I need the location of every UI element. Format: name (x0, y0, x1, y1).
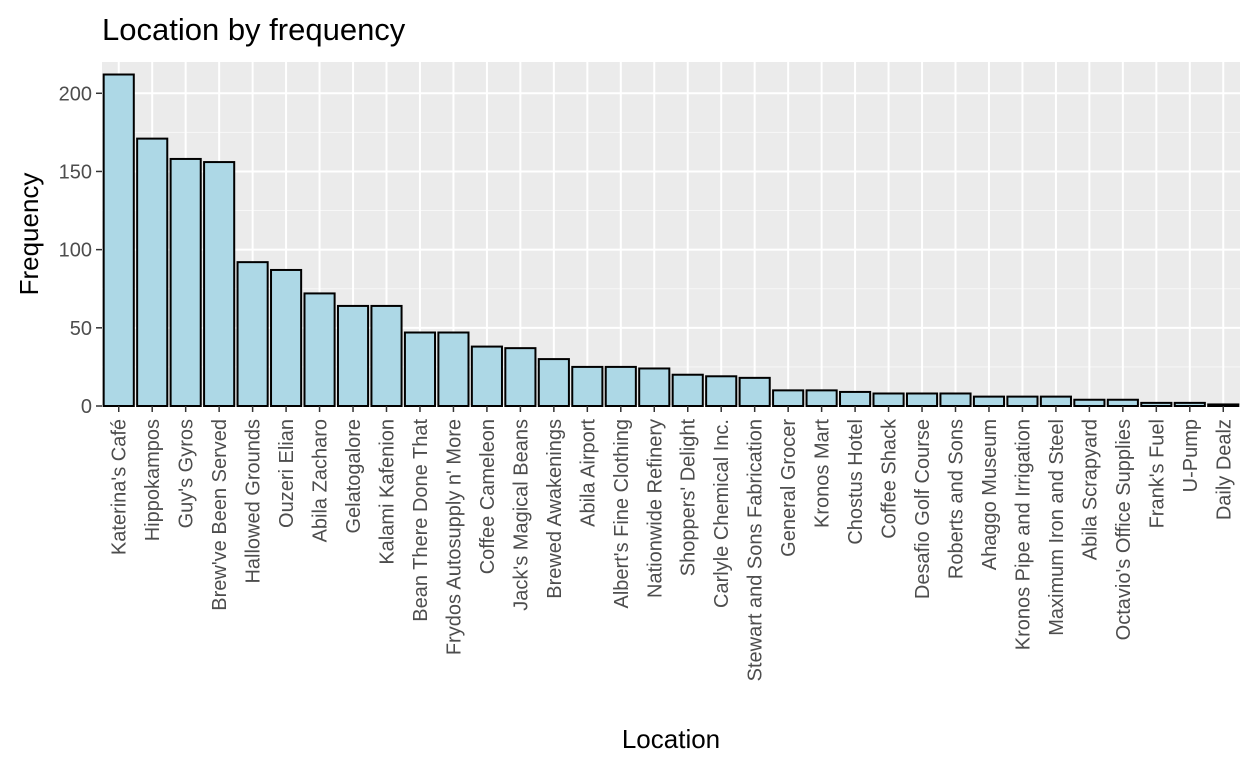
x-axis: Katerina's Café Hippokampos Guy's Gyros Bre… (109, 406, 1235, 681)
x-tick-label: Octavio's Office Supplies (1113, 419, 1135, 640)
x-tick-label: Maximum Iron and Steel (1046, 419, 1068, 636)
bar (705, 375, 738, 408)
bar (738, 376, 771, 408)
x-axis-title: Location (622, 724, 720, 754)
x-tick-label: Frydos Autosupply n' More (443, 419, 465, 655)
x-tick-label: Hippokampos (142, 419, 164, 541)
x-tick-label: Bean There Done That (410, 419, 432, 622)
bar (136, 137, 169, 407)
bar (303, 292, 336, 407)
bar (805, 389, 838, 408)
x-tick-label: General Grocer (778, 419, 800, 557)
x-tick-label: Kronos Mart (812, 419, 834, 528)
x-tick-label: Desafio Golf Course (912, 419, 934, 599)
bar (336, 304, 370, 407)
bar (504, 347, 537, 407)
x-tick-label: Jack's Magical Beans (510, 419, 532, 611)
bar (437, 331, 470, 407)
x-tick-label: Brew've Been Served (209, 419, 231, 611)
bar (905, 392, 939, 407)
bar (872, 392, 905, 407)
bar (1140, 401, 1173, 408)
bar (1207, 403, 1240, 408)
bar (972, 395, 1006, 408)
y-tick-label: 200 (59, 83, 92, 105)
x-tick-label: Chostus Hotel (845, 419, 867, 545)
y-tick-label: 150 (59, 161, 92, 183)
x-tick-label: U-Pump (1180, 419, 1202, 492)
x-tick-label: Frank's Fuel (1146, 419, 1168, 528)
bar-layer (102, 73, 1240, 408)
x-tick-label: Abila Scrapyard (1079, 419, 1101, 560)
bar (839, 390, 872, 408)
x-tick-label: Gelatogalore (343, 419, 365, 534)
x-tick-label: Katerina's Café (109, 419, 131, 555)
chart-title: Location by frequency (102, 12, 406, 47)
x-tick-label: Abila Zacharo (310, 419, 332, 542)
bar (1039, 395, 1072, 408)
x-tick-label: Stewart and Sons Fabrication (745, 419, 767, 681)
y-axis-title: Frequency (14, 173, 44, 296)
x-tick-label: Albert's Fine Clothing (611, 419, 633, 608)
bar (236, 261, 269, 407)
x-tick-label: Ahaggo Museum (979, 419, 1001, 570)
bar (939, 392, 972, 407)
bar (671, 373, 704, 407)
x-tick-label: Carlyle Chemical Inc. (711, 419, 733, 608)
x-tick-label: Ouzeri Elian (276, 419, 298, 528)
x-tick-label: Kronos Pipe and Irrigation (1012, 419, 1034, 650)
x-tick-label: Roberts and Sons (946, 419, 968, 579)
bar (102, 73, 135, 407)
x-tick-label: Daily Dealz (1213, 419, 1235, 520)
bar (638, 367, 671, 407)
x-tick-label: Hallowed Grounds (243, 419, 265, 584)
bar (1106, 398, 1139, 407)
bar (169, 157, 202, 407)
bar (537, 358, 570, 408)
x-tick-label: Coffee Shack (879, 418, 901, 539)
x-tick-label: Abila Airport (577, 419, 599, 527)
bar (1006, 395, 1039, 408)
x-tick-label: Kalami Kafenion (377, 419, 399, 565)
bar (1173, 401, 1206, 408)
bar (270, 268, 303, 407)
bar (772, 389, 805, 408)
y-axis: 0 50 100 150 200 (59, 83, 102, 418)
y-tick-label: 0 (81, 396, 92, 418)
bar (604, 365, 637, 407)
bar (571, 365, 604, 407)
bar (370, 304, 403, 407)
x-tick-label: Nationwide Refinery (644, 419, 666, 598)
bar (403, 331, 437, 407)
x-tick-label: Coffee Cameleon (477, 419, 499, 574)
y-tick-label: 50 (70, 318, 92, 340)
bar (1073, 398, 1106, 407)
x-tick-label: Brewed Awakenings (544, 419, 566, 599)
x-tick-label: Guy's Gyros (176, 419, 198, 528)
bar (470, 345, 503, 407)
bar (203, 161, 236, 407)
y-tick-label: 100 (59, 240, 92, 262)
x-tick-label: Shoppers' Delight (678, 419, 700, 577)
